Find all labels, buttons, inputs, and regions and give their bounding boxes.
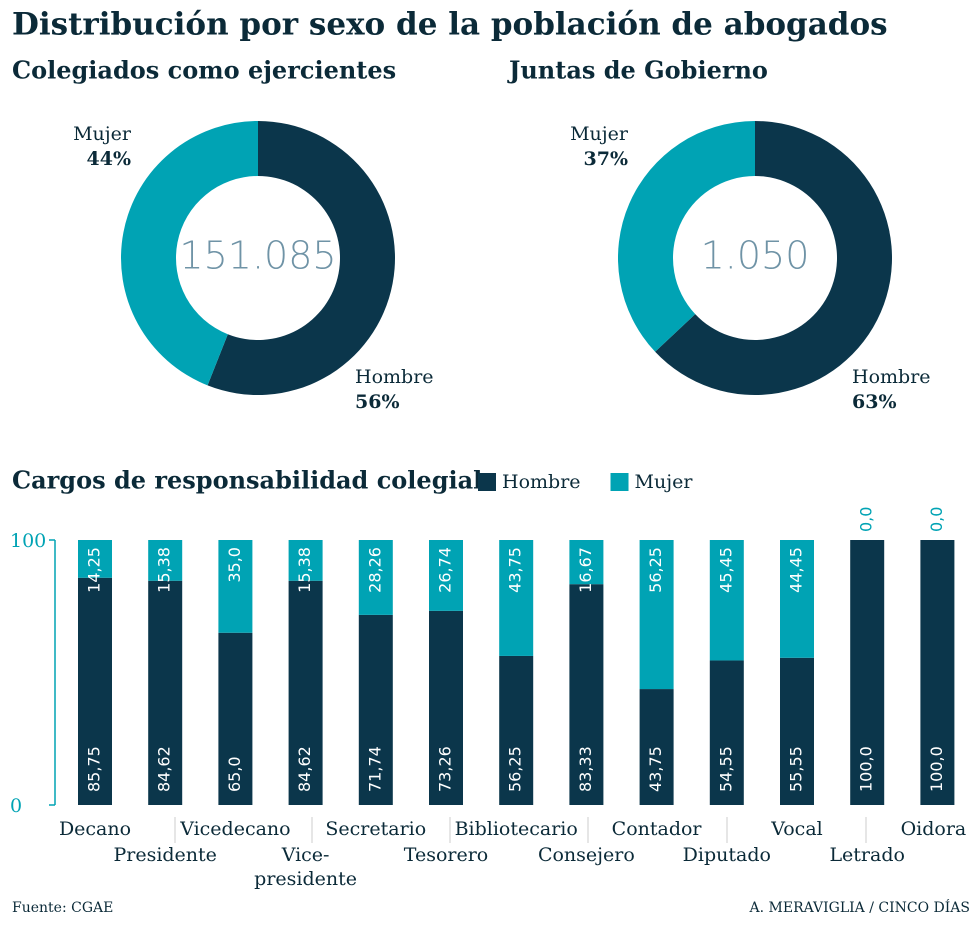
value-label: 56,25	[646, 547, 665, 593]
value-label: 84,62	[295, 746, 314, 792]
value-label: 100,0	[927, 746, 946, 792]
bar	[218, 540, 253, 633]
value-label: 44,45	[787, 547, 806, 593]
value-label: 45,45	[716, 547, 735, 593]
bar	[78, 577, 112, 805]
value-label: 43,75	[646, 746, 665, 792]
legend-label: Hombre	[502, 471, 581, 493]
bar	[288, 580, 323, 805]
bar	[639, 689, 674, 805]
center-label: 151.085	[179, 234, 336, 278]
value-label: 54,55	[716, 746, 735, 792]
value-label: 28,26	[365, 547, 384, 593]
bar	[429, 540, 463, 611]
bar	[639, 540, 674, 690]
x-tick-label: Vice-presidente	[254, 844, 357, 890]
x-tick-label: Contador	[612, 818, 703, 840]
bar	[358, 540, 393, 615]
bar	[358, 614, 393, 805]
bar	[429, 610, 463, 805]
value-label: 15,38	[295, 547, 314, 593]
bar	[148, 540, 183, 581]
source: Fuente: CGAE	[12, 900, 113, 916]
value-label: 84,62	[155, 746, 174, 792]
center-label: 1.050	[701, 234, 810, 278]
segment-value: 63%	[852, 391, 897, 413]
bar	[709, 660, 744, 805]
donut-segment	[120, 121, 258, 386]
page-title: Distribución por sexo de la población de…	[12, 7, 888, 43]
bar	[288, 540, 323, 581]
donut-segment	[655, 121, 892, 395]
chart-title: Juntas de Gobierno	[507, 56, 768, 85]
bar	[780, 657, 814, 805]
legend-swatch	[478, 473, 496, 491]
value-label: 100,0	[857, 746, 876, 792]
x-tick-label: Vocal	[770, 818, 822, 840]
segment-value: 56%	[355, 391, 400, 413]
x-tick-label: Consejero	[538, 844, 635, 866]
donut-segment	[207, 121, 396, 395]
y-tick-label: 100	[10, 530, 46, 552]
y-tick-label: 0	[10, 795, 22, 817]
value-label: 0,0	[857, 507, 876, 532]
bar	[780, 540, 814, 658]
chart-title: Colegiados como ejercientes	[12, 56, 396, 85]
bar	[850, 540, 885, 805]
x-tick-label: Decano	[59, 818, 131, 840]
x-tick-label: Bibliotecario	[455, 818, 578, 840]
bar	[499, 655, 534, 805]
bar	[569, 584, 604, 805]
value-label: 71,74	[365, 746, 384, 792]
x-tick-label: Vicedecano	[179, 818, 290, 840]
segment-label: Mujer	[73, 123, 132, 145]
legend-label: Mujer	[635, 471, 694, 493]
bar	[709, 540, 744, 661]
value-label: 43,75	[506, 547, 525, 593]
value-label: 26,74	[436, 547, 455, 593]
value-label: 83,33	[576, 746, 595, 792]
value-label: 73,26	[436, 746, 455, 792]
value-label: 0,0	[927, 507, 946, 532]
value-label: 55,55	[787, 746, 806, 792]
bar	[148, 580, 183, 805]
x-tick-label: Tesorero	[404, 844, 488, 866]
value-label: 35,0	[225, 547, 244, 583]
legend-swatch	[610, 473, 629, 491]
x-tick-label: Secretario	[325, 818, 426, 840]
bar	[218, 632, 253, 805]
bar	[920, 540, 955, 805]
x-tick-label: Diputado	[683, 844, 771, 866]
segment-label: Hombre	[852, 366, 931, 388]
segment-value: 44%	[87, 148, 132, 170]
donut-segment	[617, 120, 755, 352]
value-label: 14,25	[85, 547, 104, 593]
value-label: 56,25	[506, 746, 525, 792]
value-label: 85,75	[85, 746, 104, 792]
bar	[569, 540, 604, 585]
segment-label: Mujer	[570, 123, 629, 145]
chart-title: Cargos de responsabilidad colegial	[12, 466, 482, 495]
value-label: 65,0	[225, 756, 244, 792]
value-label: 15,38	[155, 547, 174, 593]
value-label: 16,67	[576, 547, 595, 593]
credit: A. MERAVIGLIA / CINCO DÍAS	[749, 898, 971, 916]
x-tick-label: Oidora	[901, 818, 967, 840]
bar	[499, 540, 534, 656]
segment-label: Hombre	[355, 366, 434, 388]
bar	[78, 540, 112, 578]
x-tick-label: Presidente	[113, 844, 216, 866]
segment-value: 37%	[584, 148, 629, 170]
x-tick-label: Letrado	[829, 844, 905, 866]
